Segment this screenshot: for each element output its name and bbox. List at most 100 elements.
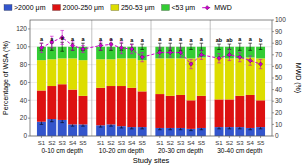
- group-separator: [91, 20, 92, 136]
- significance-letter: a: [238, 36, 242, 42]
- legend-swatch: [162, 5, 170, 11]
- significance-letter: a: [189, 37, 193, 43]
- x-tick: [72, 136, 73, 138]
- mwd-marker: [70, 43, 74, 47]
- y2-tick-label: 40: [275, 86, 283, 93]
- mwd-marker: [189, 62, 193, 66]
- x-tick-label: S3: [177, 140, 185, 146]
- bar-segment: [107, 59, 116, 86]
- mwd-error-bar: [217, 54, 221, 63]
- x-tick: [219, 136, 220, 138]
- bar-segment: [117, 86, 126, 126]
- significance-letter: a: [141, 37, 145, 43]
- total-error-bar: [189, 44, 193, 49]
- x-tick-label: S4: [128, 140, 136, 146]
- mwd-error-bar: [179, 48, 183, 57]
- x-tick: [190, 136, 191, 138]
- bar-segment: [197, 57, 206, 95]
- bar-segment: [215, 99, 224, 127]
- x-tick-label: S4: [247, 140, 255, 146]
- x-tick: [239, 136, 240, 138]
- bar-segment: [58, 84, 67, 120]
- y2-tick-label: 10: [275, 121, 283, 128]
- mwd-error-bar: [50, 36, 54, 48]
- total-error-bar: [228, 44, 232, 49]
- plot-area: [37, 30, 265, 136]
- bar-segment: [47, 86, 56, 119]
- significance-letter: a: [50, 36, 54, 42]
- mwd-marker: [258, 62, 262, 66]
- x-tick-label: S3: [59, 140, 67, 146]
- mwd-marker: [130, 47, 134, 51]
- x-tick-label: S5: [79, 140, 87, 146]
- y2-axis-label: MWD (%): [294, 63, 302, 93]
- x-tick-label: S5: [257, 140, 265, 146]
- total-error-bar: [200, 43, 204, 50]
- x-tick-label: S2: [226, 140, 234, 146]
- mwd-error-bar: [81, 46, 85, 53]
- legend-swatch: [52, 5, 60, 11]
- x-tick-label: S1: [156, 140, 164, 146]
- bar-segment: [96, 59, 105, 88]
- group-label: 30-40 cm depth: [217, 147, 263, 155]
- bar-segment: [58, 58, 67, 84]
- mwd-error-bar: [140, 52, 144, 61]
- x-tick-label: S5: [198, 140, 206, 146]
- bar-segment: [215, 57, 224, 99]
- x-tick: [100, 136, 101, 138]
- x-tick-label: S2: [48, 140, 56, 146]
- axis-frame: [30, 20, 272, 136]
- total-error-bar: [217, 44, 221, 49]
- y2-tick-label: 80: [275, 39, 283, 46]
- x-tick-label: S4: [187, 140, 195, 146]
- bar-segment: [138, 91, 147, 127]
- significance-letter: a: [169, 36, 173, 42]
- x-tick: [142, 136, 143, 138]
- bar-segment: [155, 94, 164, 128]
- y-tick-label: 80: [20, 61, 28, 68]
- legend-label: >2000 μm: [14, 4, 46, 12]
- group-label: 10-20 cm depth: [99, 147, 145, 155]
- mwd-error-bar: [168, 48, 172, 57]
- total-error-bar: [140, 44, 144, 49]
- bar-segment: [166, 58, 175, 95]
- significance-letter: a: [81, 36, 85, 42]
- x-tick-label: S3: [236, 140, 244, 146]
- significance-letter: a: [120, 36, 124, 42]
- total-error-bar: [238, 43, 242, 50]
- bar-segment: [235, 58, 244, 95]
- x-tick-label: S3: [118, 140, 126, 146]
- x-tick: [41, 136, 42, 138]
- y-tick-label: 100: [16, 43, 27, 50]
- x-tick: [201, 136, 202, 138]
- legend: >2000 μm2000-250 μm250-53 μm<53 μmMWD: [4, 4, 232, 12]
- y-tick-label: 60: [20, 79, 28, 86]
- y2-tick-label: 50: [275, 74, 283, 81]
- significance-letter: b: [259, 37, 263, 43]
- annotation-layer: aaaaaaaaaaaaaaaababaab: [40, 35, 263, 43]
- x-tick-label: S4: [69, 140, 77, 146]
- bar-segment: [256, 100, 265, 127]
- bar-segment: [96, 88, 105, 125]
- bar-segment: [176, 58, 185, 95]
- x-tick: [159, 136, 160, 138]
- mwd-marker: [178, 50, 182, 54]
- bar-segment: [37, 90, 46, 121]
- x-tick: [229, 136, 230, 138]
- legend-label: <53 μm: [172, 4, 196, 12]
- mwd-error-bar: [99, 41, 103, 50]
- bar-segment: [107, 86, 116, 124]
- mwd-marker: [238, 55, 242, 59]
- bar-segment: [127, 58, 136, 87]
- bar-segment: [176, 95, 185, 128]
- mwd-marker: [140, 55, 144, 59]
- significance-letter: a: [179, 36, 183, 42]
- significance-letter: a: [71, 36, 75, 42]
- mwd-error-bar: [130, 44, 134, 53]
- y2-tick-label: 60: [275, 63, 283, 70]
- x-tick-label: S5: [138, 140, 146, 146]
- mwd-error-bar: [71, 41, 75, 50]
- chart: 0204060801001200102030405060708090100aaa…: [0, 0, 304, 166]
- x-tick: [180, 136, 181, 138]
- mwd-error-bar: [60, 30, 64, 44]
